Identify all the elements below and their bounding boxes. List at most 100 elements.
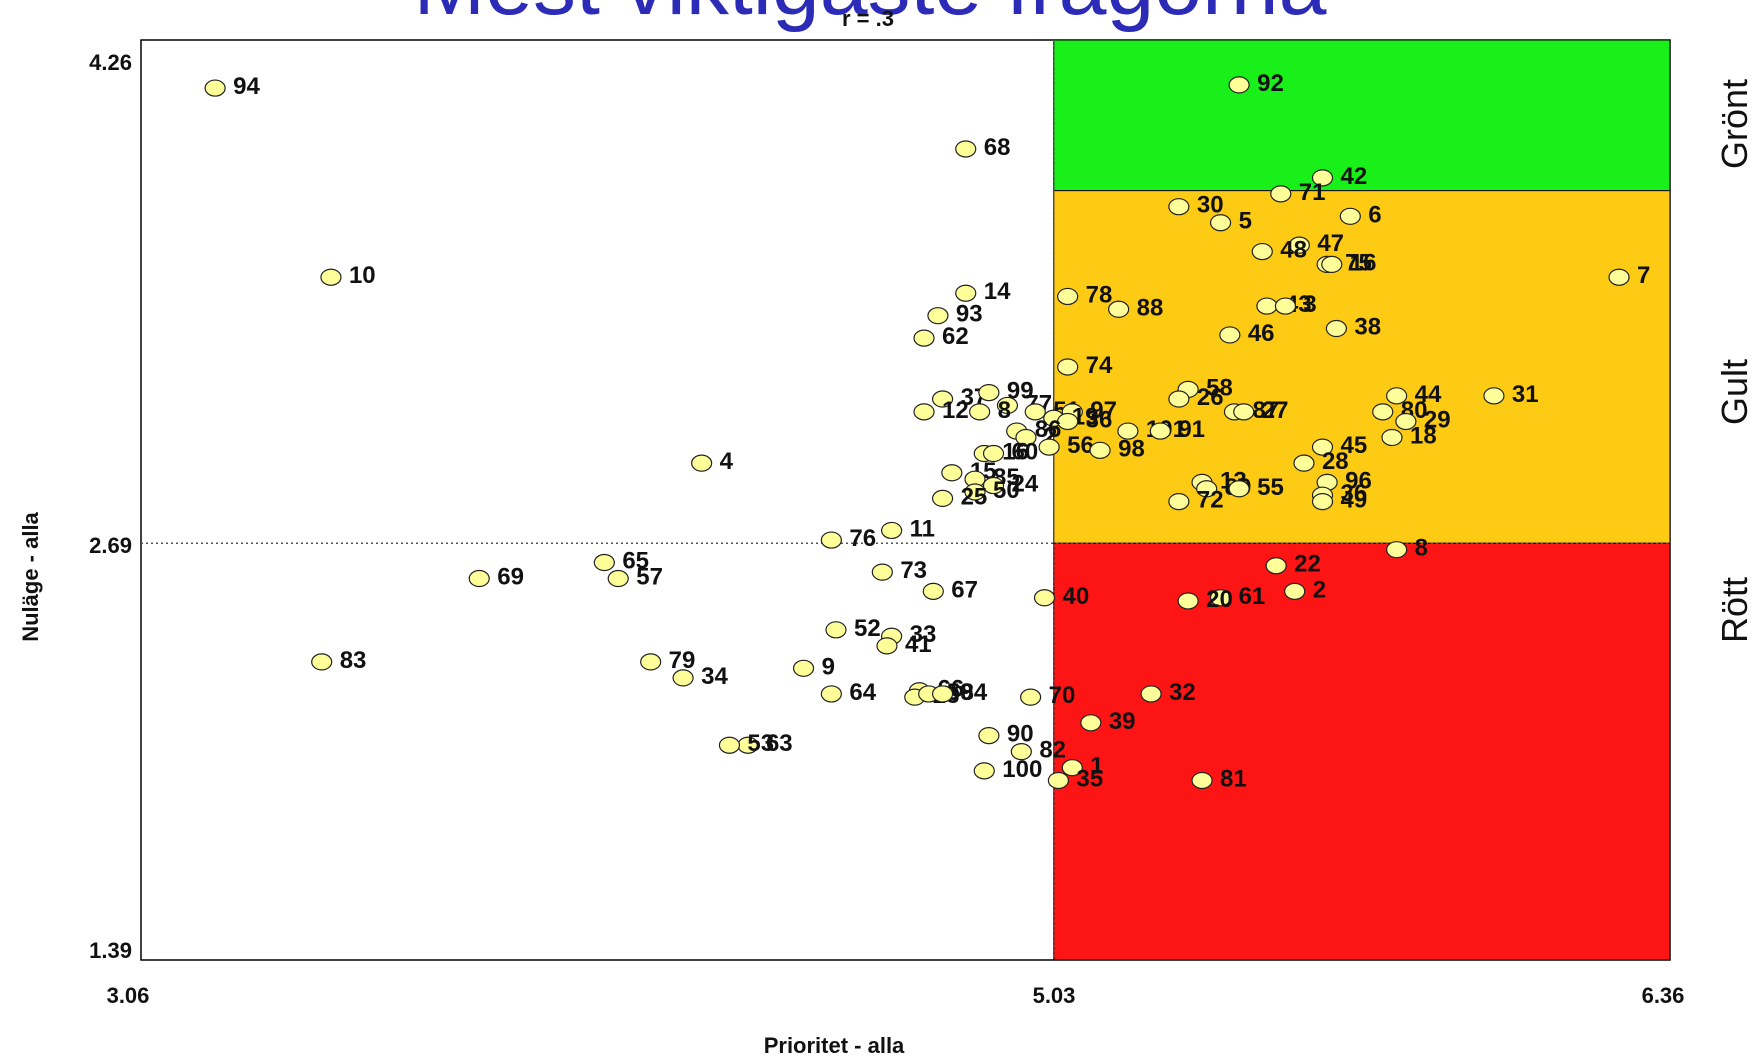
point-label-42: 42 bbox=[1341, 163, 1368, 190]
point-94 bbox=[204, 79, 226, 97]
point-2 bbox=[1284, 582, 1306, 600]
point-78 bbox=[1057, 287, 1079, 306]
point-70 bbox=[1019, 688, 1042, 706]
point-label-7: 7 bbox=[1637, 262, 1650, 289]
point-label-49: 49 bbox=[1341, 487, 1368, 514]
point-label-28: 28 bbox=[1322, 448, 1349, 475]
point-label-67: 67 bbox=[951, 576, 978, 603]
point-26 bbox=[1168, 390, 1190, 408]
point-label-74: 74 bbox=[1086, 352, 1113, 379]
point-label-25: 25 bbox=[961, 483, 988, 510]
zone-yellow bbox=[1053, 190, 1671, 544]
point-35 bbox=[1047, 771, 1070, 790]
point-label-70: 70 bbox=[1049, 682, 1076, 709]
point-label-50: 50 bbox=[993, 477, 1020, 504]
point-28 bbox=[1293, 454, 1315, 472]
point-80 bbox=[1372, 403, 1394, 421]
x-axis-label: Prioritet - alla bbox=[764, 1033, 905, 1058]
point-label-87: 87 bbox=[1252, 397, 1279, 424]
point-label-36: 36 bbox=[1086, 406, 1113, 433]
point-label-73: 73 bbox=[900, 557, 927, 584]
point-44 bbox=[1386, 387, 1408, 405]
point-label-16: 16 bbox=[1350, 249, 1377, 276]
point-88 bbox=[1108, 300, 1130, 318]
point-14 bbox=[955, 284, 977, 302]
point-99 bbox=[978, 384, 1000, 402]
point-label-96: 96 bbox=[1345, 467, 1372, 494]
point-12 bbox=[913, 403, 935, 421]
point-89 bbox=[1196, 480, 1218, 498]
point-56 bbox=[1038, 438, 1060, 456]
point-label-53: 53 bbox=[747, 730, 774, 757]
point-37 bbox=[931, 390, 954, 408]
point-6 bbox=[1339, 207, 1361, 225]
point-82 bbox=[1010, 743, 1032, 761]
x-tick-min: 3.06 bbox=[107, 983, 150, 1008]
point-64 bbox=[820, 685, 842, 703]
point-55 bbox=[1228, 480, 1250, 498]
point-11 bbox=[880, 521, 903, 540]
point-label-20: 20 bbox=[1206, 586, 1233, 613]
point-7 bbox=[1608, 268, 1630, 286]
point-label-76: 76 bbox=[849, 525, 876, 552]
point-65 bbox=[593, 553, 615, 572]
point-label-58: 58 bbox=[1206, 374, 1233, 401]
point-62 bbox=[913, 329, 935, 347]
point-101 bbox=[1117, 422, 1139, 440]
point-92 bbox=[1228, 76, 1250, 94]
point-73 bbox=[871, 563, 893, 581]
point-100 bbox=[973, 762, 995, 780]
point-51 bbox=[1024, 403, 1046, 421]
point-label-93: 93 bbox=[956, 301, 983, 328]
point-label-61: 61 bbox=[1239, 583, 1266, 610]
point-38 bbox=[1325, 319, 1348, 338]
point-label-97: 97 bbox=[1090, 397, 1117, 424]
point-label-65: 65 bbox=[622, 548, 649, 575]
zone-green bbox=[1053, 39, 1671, 192]
point-20 bbox=[1177, 592, 1199, 610]
point-84 bbox=[931, 685, 954, 703]
point-8 bbox=[1386, 541, 1408, 559]
point-label-4: 4 bbox=[720, 448, 734, 475]
point-22 bbox=[1265, 557, 1287, 575]
point-18 bbox=[1381, 428, 1403, 447]
point-98 bbox=[1089, 441, 1111, 459]
point-label-11: 11 bbox=[910, 515, 935, 542]
point-label-12: 12 bbox=[942, 397, 969, 424]
point-68 bbox=[955, 140, 977, 158]
zone-label-red: Rött bbox=[1714, 577, 1755, 643]
point-72 bbox=[1168, 493, 1190, 511]
zone-label-green: Grönt bbox=[1714, 79, 1755, 169]
y-tick-max: 4.26 bbox=[89, 50, 132, 75]
point-label-84: 84 bbox=[961, 679, 988, 706]
point-label-72: 72 bbox=[1197, 487, 1224, 514]
point-30 bbox=[1168, 198, 1190, 216]
point-label-94: 94 bbox=[233, 73, 260, 100]
point-label-5: 5 bbox=[1239, 208, 1252, 235]
point-81 bbox=[1191, 771, 1213, 790]
point-label-82: 82 bbox=[1039, 737, 1066, 764]
point-24 bbox=[982, 476, 1005, 495]
point-label-8: 8 bbox=[1415, 535, 1428, 562]
point-79 bbox=[640, 653, 662, 671]
y-axis-label: Nuläge - alla bbox=[18, 511, 43, 641]
point-label-88: 88 bbox=[1137, 294, 1164, 321]
point-label-46: 46 bbox=[1248, 320, 1275, 347]
point-50 bbox=[964, 483, 986, 501]
point-77 bbox=[996, 396, 1019, 415]
point-57 bbox=[607, 569, 629, 588]
point-label-6: 6 bbox=[1368, 201, 1381, 228]
point-15 bbox=[941, 464, 963, 482]
point-52 bbox=[825, 621, 847, 639]
point-74 bbox=[1057, 358, 1079, 376]
point-1 bbox=[1061, 759, 1083, 777]
point-label-33: 33 bbox=[910, 621, 937, 648]
point-43 bbox=[1256, 297, 1278, 315]
zone-label-yellow: Gult bbox=[1714, 359, 1755, 425]
point-label-9: 9 bbox=[822, 653, 835, 680]
point-9 bbox=[792, 659, 815, 677]
point-label-38: 38 bbox=[1354, 314, 1381, 341]
point-label-41: 41 bbox=[905, 631, 932, 658]
point-90 bbox=[978, 727, 1000, 745]
